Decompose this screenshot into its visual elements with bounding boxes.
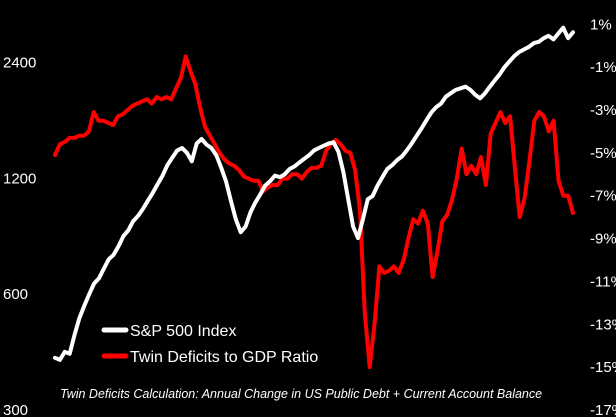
left-axis: 2400 1200 600 300 — [3, 55, 36, 417]
right-tick-label: -13% — [590, 316, 616, 333]
left-tick-label: 1200 — [3, 170, 36, 187]
left-tick-label: 2400 — [3, 55, 36, 72]
left-tick-label: 300 — [3, 402, 28, 417]
right-axis: 1% -1% -3% -5% -7% -9% -11% -13% -15% -17% — [590, 16, 616, 417]
legend-label: S&P 500 Index — [130, 323, 236, 340]
right-tick-label: -9% — [590, 231, 616, 248]
right-tick-label: -5% — [590, 145, 616, 162]
right-tick-label: -3% — [590, 102, 616, 119]
legend: S&P 500 Index Twin Deficits to GDP Ratio — [101, 323, 318, 366]
twin-deficits-series-line — [53, 54, 575, 370]
left-tick-label: 600 — [3, 286, 28, 303]
right-tick-label: -7% — [590, 188, 616, 205]
right-tick-label: -17% — [590, 402, 616, 417]
right-tick-label: -15% — [590, 359, 616, 376]
sp500-series-line — [53, 25, 575, 362]
right-tick-label: -1% — [590, 59, 616, 76]
chart-footnote: Twin Deficits Calculation: Annual Change… — [60, 387, 542, 401]
right-tick-label: 1% — [590, 16, 612, 33]
legend-label: Twin Deficits to GDP Ratio — [130, 349, 318, 366]
plot-area — [53, 25, 575, 370]
right-tick-label: -11% — [590, 273, 616, 290]
